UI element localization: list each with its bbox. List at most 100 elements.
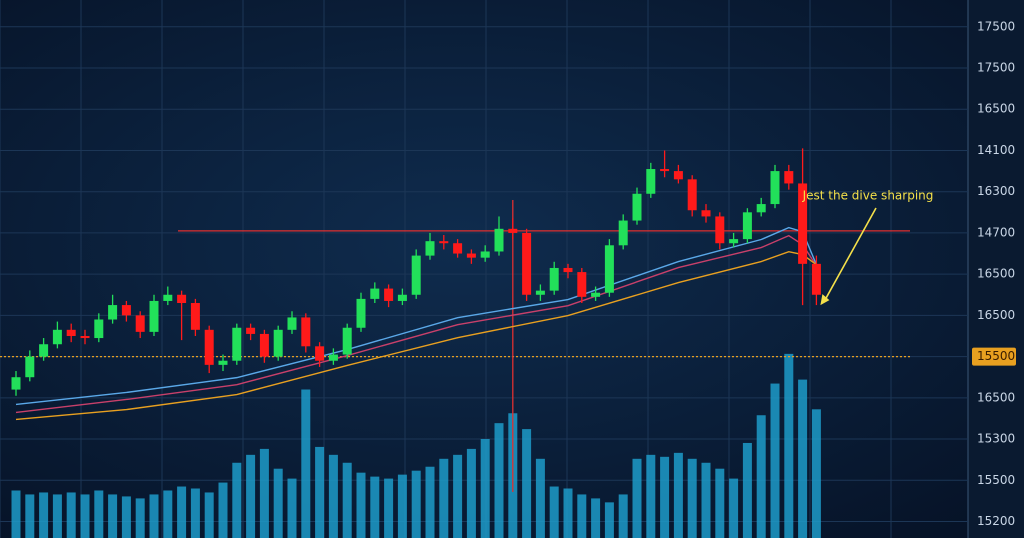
candle-body: [591, 292, 601, 297]
volume-bar: [397, 474, 407, 538]
volume-bar: [618, 494, 628, 538]
volume-bar: [604, 502, 614, 538]
volume-bar: [232, 462, 242, 538]
candle-body: [439, 241, 449, 244]
y-tick-label: 16500: [977, 308, 1015, 322]
candle-body: [784, 171, 794, 184]
candle-body: [756, 204, 766, 213]
volume-bar: [632, 458, 642, 538]
candle-body: [715, 216, 725, 244]
candle-body: [135, 315, 145, 332]
candle-body: [163, 294, 173, 301]
candle-body: [287, 317, 297, 330]
volume-bar: [177, 486, 187, 538]
candle-body: [39, 344, 49, 357]
y-tick-label: 16500: [977, 267, 1015, 281]
volume-bar: [660, 456, 670, 538]
volume-bar: [356, 472, 366, 538]
y-tick-label: 14700: [977, 225, 1015, 239]
candle-body: [535, 290, 545, 295]
volume-bar: [301, 389, 311, 538]
volume-bar: [701, 462, 711, 538]
volume-bar: [328, 454, 338, 538]
candle-body: [273, 329, 283, 357]
y-tick-label: 16300: [977, 184, 1015, 198]
volume-bar: [480, 439, 490, 538]
volume-bar: [342, 462, 352, 538]
volume-bar: [384, 478, 394, 538]
candle-body: [604, 245, 614, 293]
annotation-arrowhead: [820, 294, 830, 306]
candle-body: [563, 267, 573, 273]
candle-body: [687, 179, 697, 211]
volume-bar: [439, 458, 449, 538]
y-tick-label: 15200: [977, 514, 1015, 528]
moving-average: [15, 226, 818, 406]
volume-bar: [39, 492, 49, 538]
candle-body: [259, 333, 269, 357]
volume-bar: [411, 470, 421, 538]
moving-average: [15, 250, 817, 421]
plot: 17500 17500 16500 14100 16300 14700 16500 16500…: [0, 19, 1016, 538]
candle-body: [742, 212, 752, 240]
candle-body: [80, 335, 90, 339]
candle-body: [577, 272, 587, 297]
volume-bar: [673, 452, 683, 538]
volume-bar: [25, 494, 35, 538]
volume-bar: [715, 468, 725, 538]
volume-bar: [756, 415, 766, 538]
volume-bar: [52, 494, 62, 538]
volume-bar: [549, 486, 559, 538]
candle-body: [342, 327, 352, 355]
candle-body: [522, 232, 532, 295]
candle-body: [673, 171, 683, 180]
candle-body: [549, 267, 559, 291]
volume-bar: [121, 496, 131, 538]
volume-bar: [784, 353, 794, 538]
candle-body: [660, 169, 670, 172]
candle-body: [397, 294, 407, 301]
volume-bar: [11, 490, 21, 538]
candle-body: [770, 171, 780, 205]
candle-body: [384, 288, 394, 301]
volume-bar: [94, 490, 104, 538]
candle-body: [425, 241, 435, 256]
volume-bar: [259, 448, 269, 538]
candle-body: [729, 239, 739, 244]
candle-body: [798, 183, 808, 264]
price-tag: [972, 347, 1016, 366]
candle-body: [177, 294, 187, 304]
volume-bar: [494, 423, 504, 538]
candle-body: [246, 327, 256, 334]
volume-bar: [577, 494, 587, 538]
volume-bar: [218, 482, 228, 538]
volume-bar: [149, 494, 159, 538]
candle-body: [480, 251, 490, 258]
volume-bar: [135, 498, 145, 538]
candle-body: [301, 317, 311, 347]
volume-bar: [591, 498, 601, 538]
candle-body: [204, 329, 214, 365]
volume-bar: [522, 429, 532, 538]
volume-bar: [315, 446, 325, 538]
candle-body: [66, 329, 76, 336]
volume-bar: [729, 478, 739, 538]
volume-bar: [453, 454, 463, 538]
volume-bar: [80, 494, 90, 538]
annotation-arrow: [823, 207, 877, 302]
candle-body: [618, 220, 628, 246]
candle-body: [11, 377, 21, 390]
candle-body: [94, 319, 104, 339]
y-tick-label: 15500: [977, 349, 1015, 363]
y-tick-label: 16500: [977, 390, 1015, 404]
volume-bar: [425, 466, 435, 538]
y-tick-label: 14100: [977, 143, 1015, 157]
candle-body: [149, 300, 159, 332]
candle-body: [811, 263, 821, 295]
candle-body: [328, 354, 338, 361]
volume-bar: [66, 492, 76, 538]
price-axis-panel: [968, 0, 1024, 538]
volume-bar: [646, 454, 656, 538]
candle-body: [218, 360, 228, 365]
